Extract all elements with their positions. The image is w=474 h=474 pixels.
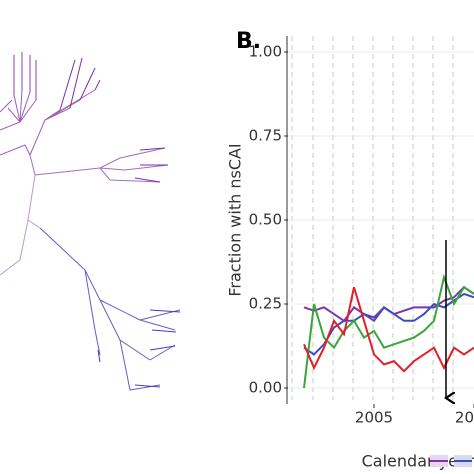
legend bbox=[430, 455, 472, 467]
tree bbox=[0, 52, 181, 391]
y-tick-label: 0.50 bbox=[249, 211, 282, 229]
grid bbox=[284, 51, 474, 408]
lines bbox=[303, 273, 474, 389]
y-tick-label: 1.00 bbox=[249, 43, 282, 61]
y-axis-label: Fraction with nsCAI bbox=[226, 143, 245, 296]
panel-label: B. bbox=[236, 29, 261, 54]
plot-area bbox=[291, 36, 454, 400]
y-tick-label: 0.25 bbox=[249, 295, 282, 313]
y-tick-label: 0.75 bbox=[249, 127, 282, 145]
y-tick-label: 0.00 bbox=[249, 379, 282, 397]
x-tick-label: 2005 bbox=[355, 409, 393, 427]
x-tick-label: 2010 bbox=[455, 409, 474, 427]
